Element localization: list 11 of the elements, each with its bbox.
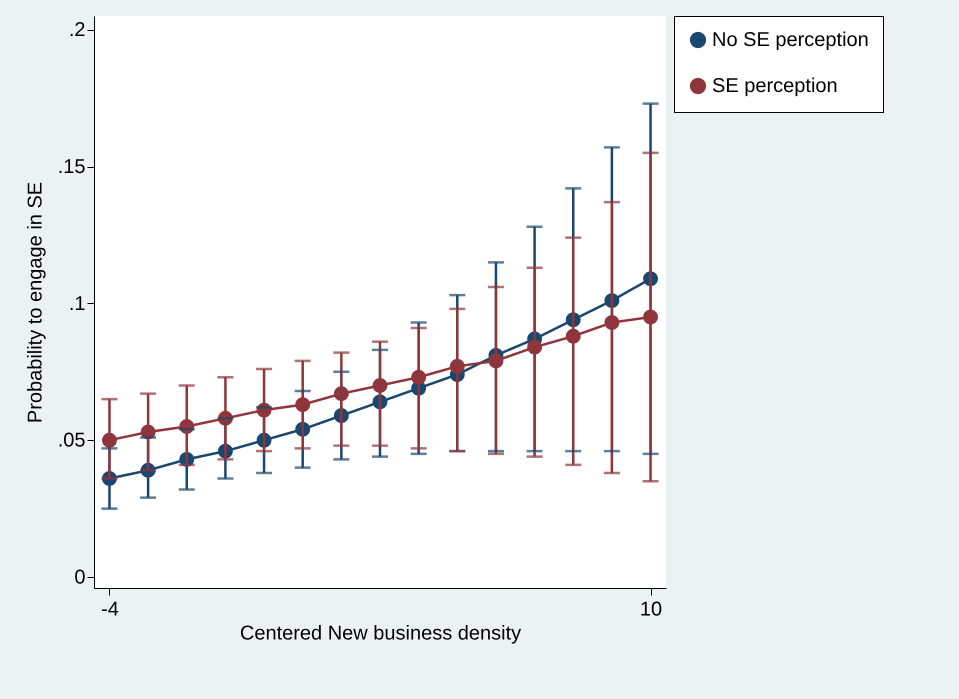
x-axis-title: Centered New business density [240,622,522,644]
y-tick-label: .05 [58,430,86,452]
y-tick-label: .1 [68,292,86,315]
y-tick-label: .2 [68,19,86,42]
y-tick-label: 0 [74,566,86,589]
x-tick-label: -4 [101,598,119,620]
x-tick-label: 10 [640,598,662,620]
y-tick-label: .15 [58,156,86,178]
legend-label: No SE perception [712,29,869,51]
legend-label: SE perception [712,75,838,97]
y-axis-title: Probability to engage in SE [24,182,47,424]
